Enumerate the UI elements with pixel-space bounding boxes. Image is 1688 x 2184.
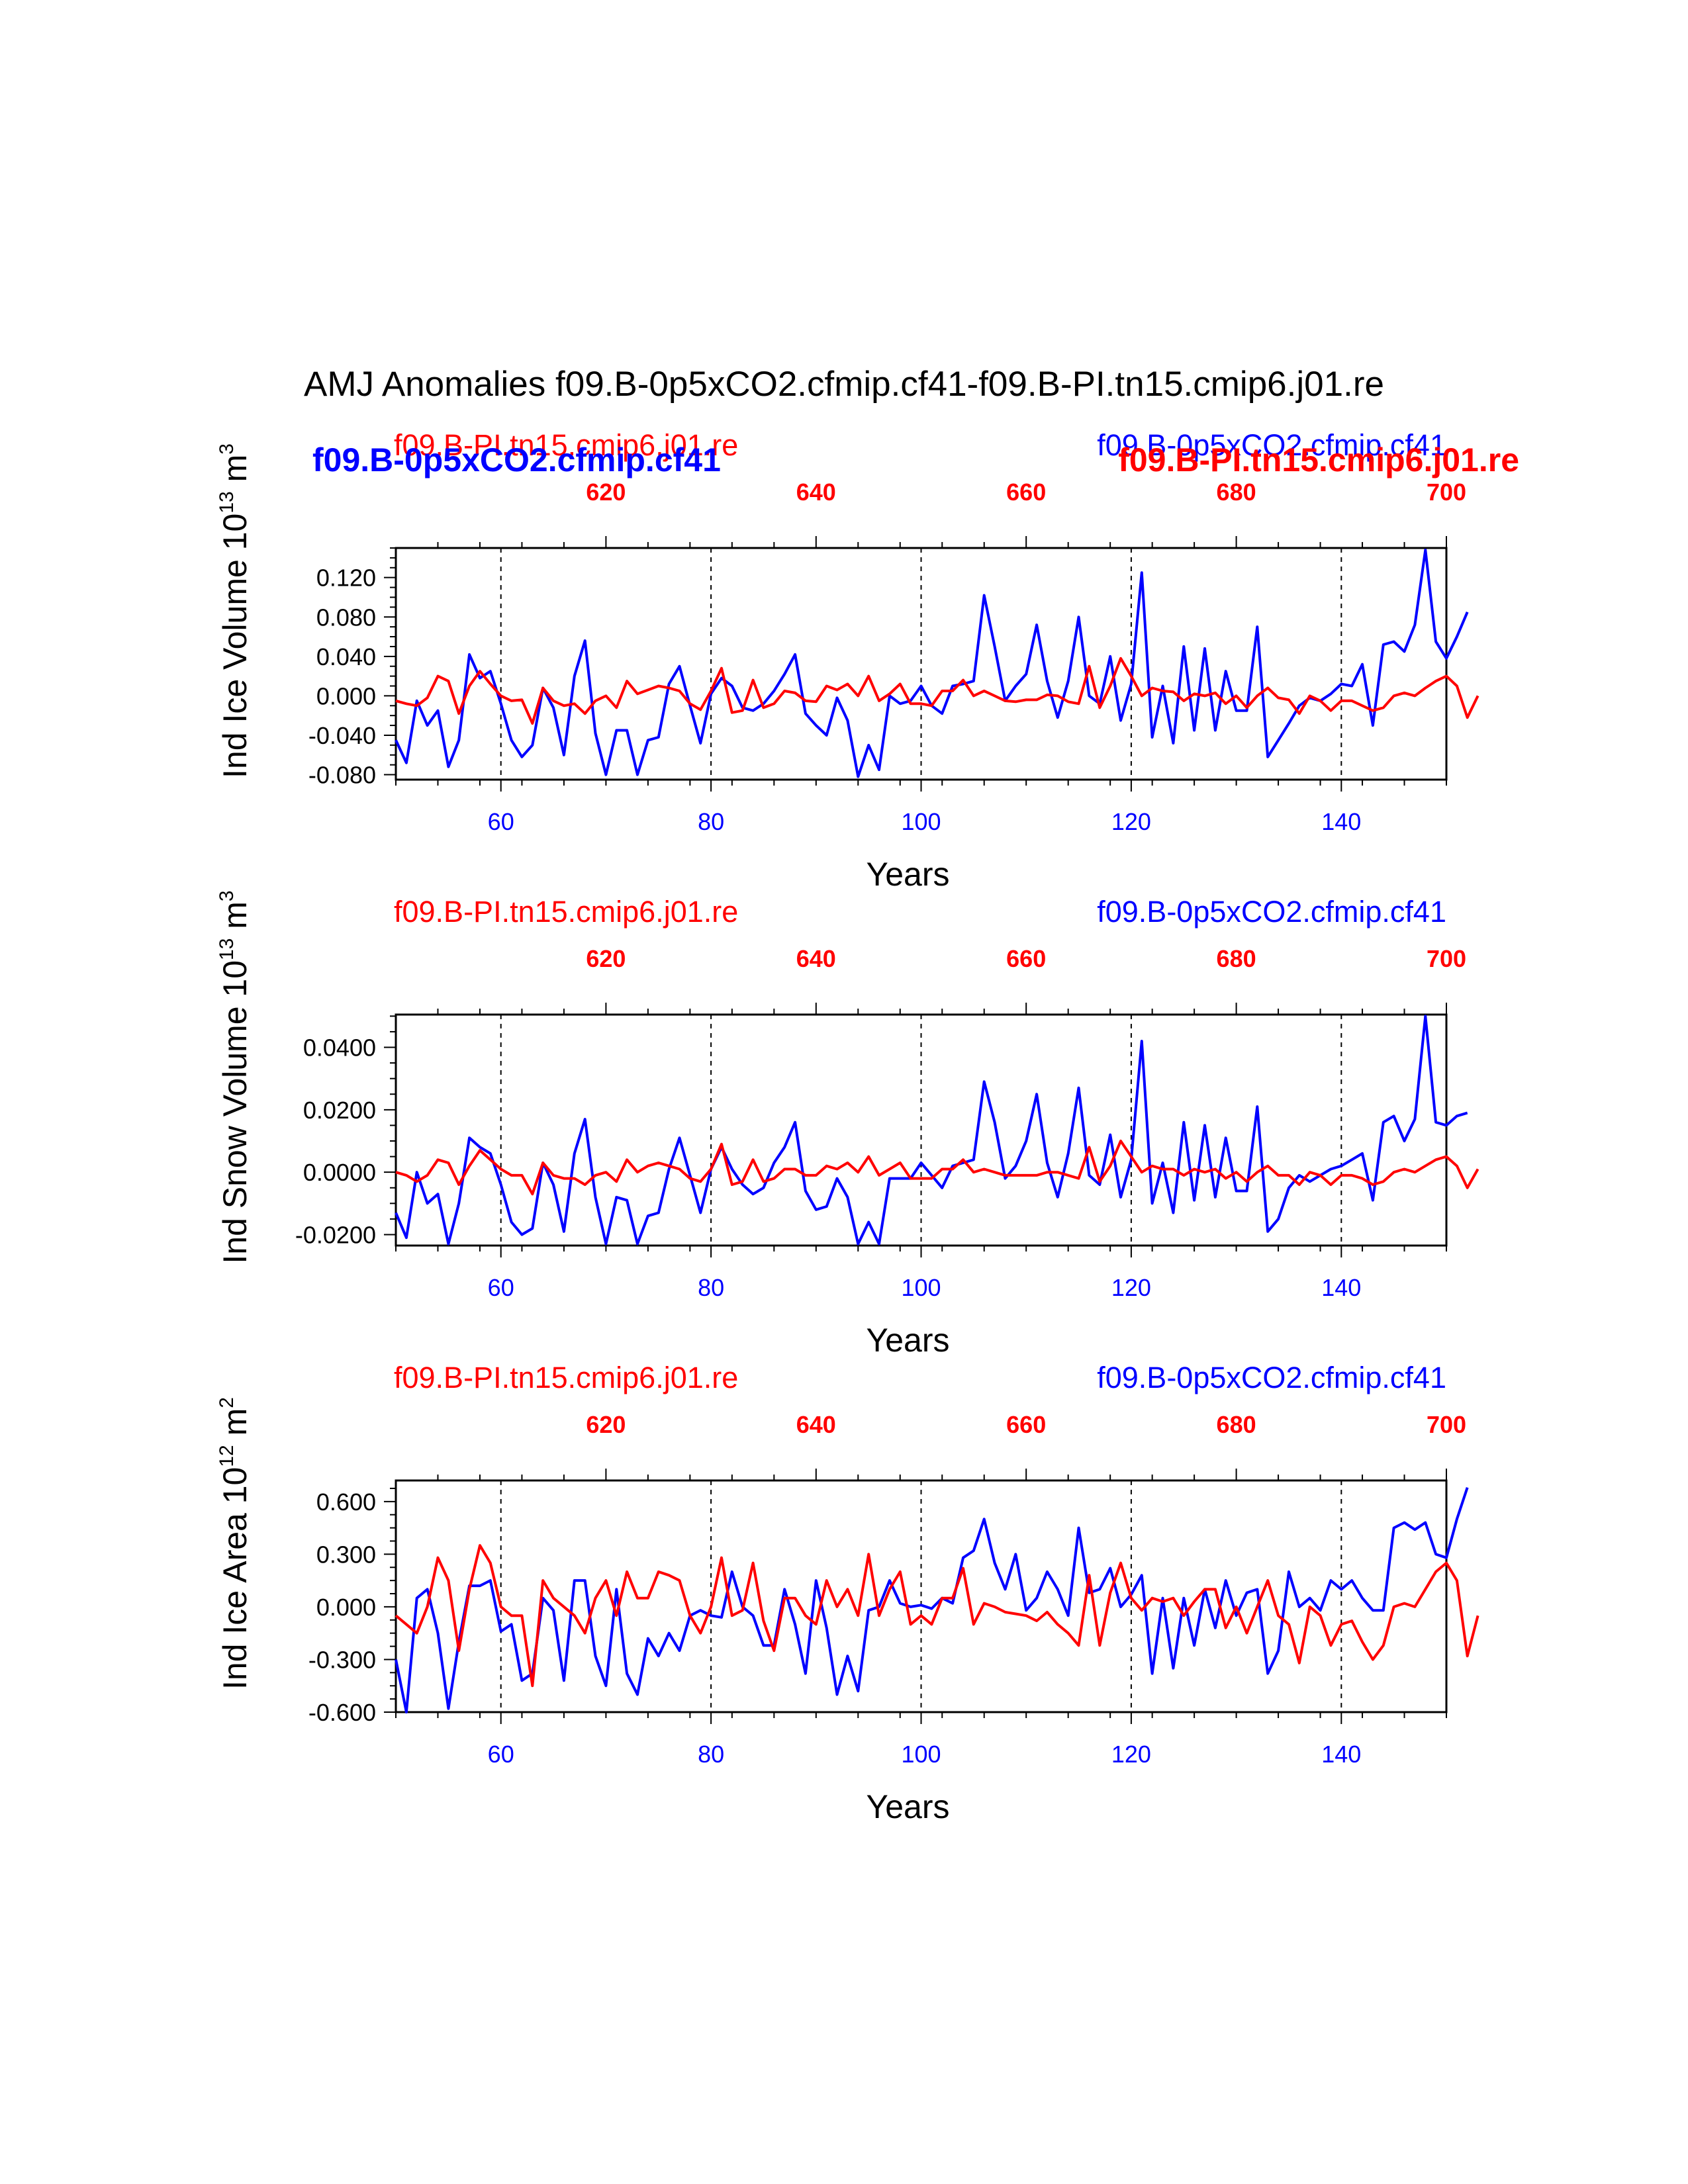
x-tick-label: 100 xyxy=(901,808,941,835)
x-axis-label: Years xyxy=(866,856,949,893)
x-tick-label: 140 xyxy=(1321,1741,1361,1768)
top-x-tick-label: 640 xyxy=(796,478,836,506)
x-axis-label: Years xyxy=(866,1322,949,1359)
y-axis-label-ylabel-main: Ind Snow Volume 10 xyxy=(216,960,254,1264)
top-x-tick-label: 700 xyxy=(1427,945,1466,972)
overlay-ctrl-label: f09.B-PI.tn15.cmip6.j01.re xyxy=(1118,441,1519,478)
top-x-tick-label: 680 xyxy=(1217,478,1256,506)
y-axis-label-ylabel-sup: 13 xyxy=(216,491,238,513)
y-tick-label: -0.080 xyxy=(308,762,376,789)
series-line-ctrl xyxy=(395,1140,1479,1196)
x-tick-label: 60 xyxy=(488,1274,514,1301)
y-axis-label: Ind Ice Volume 1013 m3 xyxy=(216,443,254,778)
top-x-tick-label: 640 xyxy=(796,945,836,972)
top-x-tick-label: 700 xyxy=(1427,478,1466,506)
y-tick-label: -0.040 xyxy=(308,722,376,749)
figure-title: AMJ Anomalies f09.B-0p5xCO2.cfmip.cf41-f… xyxy=(304,365,1384,404)
top-x-tick-label: 660 xyxy=(1006,1411,1046,1438)
series-line-exp xyxy=(395,1015,1468,1246)
top-x-tick-label: 680 xyxy=(1217,1411,1256,1438)
top-x-tick-label: 680 xyxy=(1217,945,1256,972)
top-x-tick-label: 660 xyxy=(1006,945,1046,972)
x-tick-label: 120 xyxy=(1111,1274,1151,1301)
y-axis-label: Ind Snow Volume 1013 m3 xyxy=(216,890,254,1263)
y-tick-label: 0.080 xyxy=(316,604,376,631)
x-tick-label: 60 xyxy=(488,808,514,835)
y-axis-label-ylabel-unit-sup: 3 xyxy=(216,890,238,901)
x-tick-label: 60 xyxy=(488,1741,514,1768)
top-x-tick-label: 700 xyxy=(1427,1411,1466,1438)
y-tick-label: 0.300 xyxy=(316,1541,376,1568)
series-line-exp xyxy=(395,549,1469,778)
series-line-exp xyxy=(395,1486,1469,1713)
x-tick-label: 80 xyxy=(698,1741,724,1768)
y-tick-label: 0.0000 xyxy=(303,1159,376,1186)
y-axis-label-ylabel-unit-sup: 2 xyxy=(216,1397,238,1408)
y-tick-label: 0.000 xyxy=(316,682,376,709)
y-tick-label: 0.120 xyxy=(316,565,376,592)
panel-ice-volume: 60 80 100 120 140 620 640 660 680 700 -0.080 -0.040… xyxy=(216,428,1479,893)
top-x-tick-label: 620 xyxy=(586,945,626,972)
panel-snow-volume: 60 80 100 120 140 620 640 660 680 700 -0.0200 0.000… xyxy=(216,890,1479,1359)
top-left-run-label: f09.B-PI.tn15.cmip6.j01.re xyxy=(394,895,738,929)
y-axis-label: Ind Ice Area 1012 m2 xyxy=(216,1397,254,1690)
y-tick-label: -0.0200 xyxy=(295,1221,376,1248)
top-x-tick-label: 640 xyxy=(796,1411,836,1438)
y-tick-label: 0.600 xyxy=(316,1488,376,1516)
y-tick-label: 0.0200 xyxy=(303,1097,376,1124)
x-tick-label: 120 xyxy=(1111,1741,1151,1768)
series-line-ctrl xyxy=(395,1544,1479,1688)
y-axis-label-ylabel-unit: m xyxy=(216,455,254,492)
y-tick-label: 0.000 xyxy=(316,1594,376,1621)
x-tick-label: 140 xyxy=(1321,808,1361,835)
y-axis-label-ylabel-sup: 13 xyxy=(216,938,238,960)
top-x-tick-label: 660 xyxy=(1006,478,1046,506)
y-axis-label-ylabel-main: Ind Ice Volume 10 xyxy=(216,514,254,778)
x-axis-label: Years xyxy=(866,1788,949,1825)
top-right-run-label: f09.B-0p5xCO2.cfmip.cf41 xyxy=(1097,428,1446,462)
y-tick-label: -0.300 xyxy=(308,1646,376,1673)
panel-ice-area: 60 80 100 120 140 620 640 660 680 700 -0.600 -0.300… xyxy=(216,1361,1479,1825)
top-right-run-label: f09.B-0p5xCO2.cfmip.cf41 xyxy=(1097,1361,1446,1394)
y-axis-label-ylabel-sup: 12 xyxy=(216,1445,238,1467)
y-tick-label: 0.0400 xyxy=(303,1034,376,1062)
y-axis-label-ylabel-unit: m xyxy=(216,1408,254,1445)
top-x-tick-label: 620 xyxy=(586,478,626,506)
x-tick-label: 140 xyxy=(1321,1274,1361,1301)
y-tick-label: -0.600 xyxy=(308,1699,376,1726)
y-axis-label-ylabel-main: Ind Ice Area 10 xyxy=(216,1467,254,1690)
top-x-tick-label: 620 xyxy=(586,1411,626,1438)
x-tick-label: 100 xyxy=(901,1274,941,1301)
top-right-run-label: f09.B-0p5xCO2.cfmip.cf41 xyxy=(1097,895,1446,929)
y-axis-label-ylabel-unit-sup: 3 xyxy=(216,443,238,455)
x-tick-label: 100 xyxy=(901,1741,941,1768)
top-left-run-label: f09.B-PI.tn15.cmip6.j01.re xyxy=(394,1361,738,1394)
series-line-ctrl xyxy=(395,657,1479,725)
x-tick-label: 80 xyxy=(698,808,724,835)
y-tick-label: 0.040 xyxy=(316,643,376,670)
y-axis-label-ylabel-unit: m xyxy=(216,901,254,938)
x-tick-label: 120 xyxy=(1111,808,1151,835)
overlay-exp-label: f09.B-0p5xCO2.cfmip.cf41 xyxy=(312,441,721,478)
top-left-run-label: f09.B-PI.tn15.cmip6.j01.re xyxy=(394,428,738,462)
x-tick-label: 80 xyxy=(698,1274,724,1301)
